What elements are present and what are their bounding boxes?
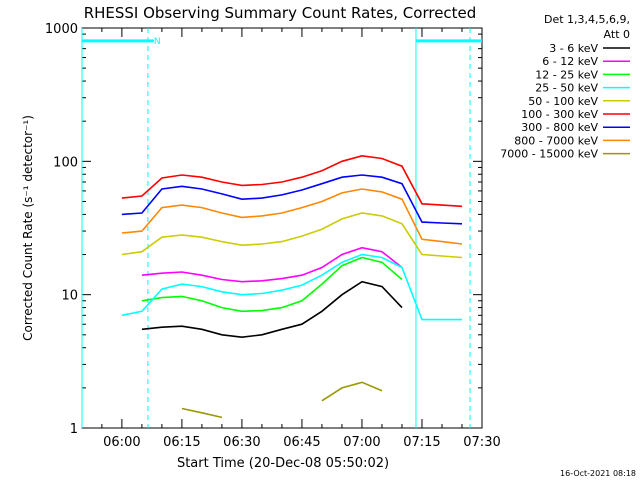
legend-header-line: Att 0 [604, 28, 630, 41]
x-tick-label: 06:00 [103, 435, 140, 450]
y-tick-label: 100 [53, 155, 78, 170]
legend-entry-label: 7000 - 15000 keV [500, 148, 598, 161]
x-tick-label: 06:30 [223, 435, 260, 450]
series-line [321, 381, 383, 402]
series-1 [141, 246, 403, 283]
series-line [121, 174, 463, 225]
legend-entry-label: 100 - 300 keV [521, 108, 598, 121]
attenuator-label: N [154, 37, 161, 47]
plot-area: 1 10 100 1000 06:00 06:15 06:30 06:45 07:00 07:15… [45, 22, 501, 450]
legend-entry-label: 6 - 12 keV [542, 55, 598, 68]
y-tick-label: 1 [70, 422, 78, 437]
y-tick-label: 10 [61, 289, 78, 304]
x-tick-label: 07:00 [343, 435, 380, 450]
series-4 [121, 212, 463, 259]
series-line [141, 246, 403, 283]
series-line [121, 188, 463, 245]
legend-entry-label: 300 - 800 keV [521, 121, 598, 134]
series-line [121, 154, 463, 208]
y-axis-label: Corrected Count Rate (s⁻¹ detector⁻¹) [21, 115, 35, 341]
series-line [141, 280, 403, 339]
series-5 [121, 154, 463, 208]
series-8 [181, 381, 383, 419]
series-7 [121, 188, 463, 245]
series-3 [121, 253, 462, 321]
legend-entry-label: 12 - 25 keV [535, 68, 598, 81]
series-line [181, 407, 223, 419]
x-axis-label: Start Time (20-Dec-08 05:50:02) [177, 456, 389, 471]
legend-entry-label: 3 - 6 keV [549, 42, 598, 55]
x-tick-label: 07:30 [463, 435, 500, 450]
footer-timestamp: 16-Oct-2021 08:18 [560, 469, 636, 478]
x-tick-label: 06:15 [163, 435, 200, 450]
x-tick-label: 06:45 [283, 435, 320, 450]
chart-title: RHESSI Observing Summary Count Rates, Co… [84, 4, 477, 22]
series-line [121, 212, 463, 259]
series-line [121, 253, 462, 321]
legend-entry-label: 25 - 50 keV [535, 82, 598, 95]
legend-entry-label: 800 - 7000 keV [514, 134, 598, 147]
series-0 [141, 280, 403, 339]
series-6 [121, 174, 463, 225]
legend-header-line: Det 1,3,4,5,6,9, [544, 13, 630, 26]
x-tick-label: 07:15 [403, 435, 440, 450]
y-tick-label: 1000 [45, 22, 78, 37]
plot-frame [81, 27, 483, 429]
legend-entry-label: 50 - 100 keV [528, 95, 598, 108]
series-2 [141, 256, 403, 313]
series-line [141, 256, 403, 313]
